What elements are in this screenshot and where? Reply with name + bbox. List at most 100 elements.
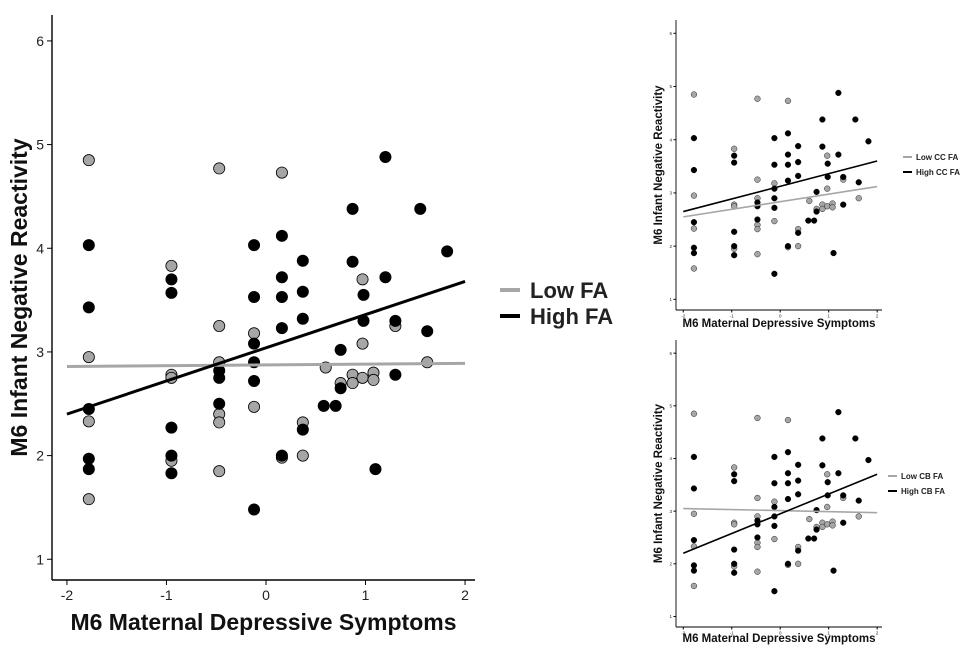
fit-line-low-fa [66,361,466,368]
data-point-high-cb-fa [754,534,761,541]
data-point-high-fa [213,397,226,410]
data-point-high-cc-fa [795,172,802,180]
data-point-low-fa [82,154,95,167]
y-tick-label: 2 [36,448,44,464]
data-point-high-fa [317,399,330,412]
data-point-high-cb-fa [784,495,792,503]
data-point-high-cc-fa [840,173,847,181]
y-tick-label: 4 [36,240,44,256]
data-point-high-cc-fa [784,161,792,168]
data-point-low-cb-fa [829,522,836,529]
y-tick-label: 5 [669,403,672,408]
data-point-high-cb-fa [795,461,802,468]
data-point-high-cb-fa [795,491,802,498]
data-point-high-cc-fa [771,135,778,142]
data-point-low-cc-fa [754,226,761,233]
data-point-low-fa [248,400,261,413]
y-tick-label: 1 [36,551,44,567]
data-point-low-cc-fa [771,180,778,187]
data-point-low-cc-fa [819,205,826,212]
data-point-low-cb-fa [690,410,698,417]
x-tick-label: -1 [730,314,734,319]
data-point-high-cc-fa [784,243,792,250]
data-point-high-cb-fa [731,560,738,567]
x-tick-label: 0 [262,587,270,603]
data-point-high-cc-fa [811,217,818,224]
data-point-low-cc-fa [824,185,831,192]
data-point-high-fa [213,371,226,384]
data-point-low-cb-fa [731,464,738,471]
fit-line-low-cb-fa [683,507,878,514]
data-point-high-fa [82,452,95,465]
y-tick-label: 4 [669,456,672,461]
data-point-high-fa [248,337,261,350]
data-point-low-cb-fa [784,416,792,424]
x-tick-label: -2 [681,631,685,636]
data-point-low-cc-fa [829,204,836,211]
data-point-high-cc-fa [835,151,842,158]
data-point-high-fa [82,239,95,252]
main-scatter-panel: 1 2 3 4 5 6 -2 -1 0 1 2 M6 Maternal Depressive Symp… [6,15,475,635]
data-point-high-fa [165,449,178,462]
data-point-high-cc-fa [835,89,842,96]
data-point-low-cc-fa [731,145,738,152]
data-point-high-cc-fa [784,177,792,184]
fit-line-high-cb-fa [682,473,878,555]
data-point-high-fa [165,421,178,434]
data-point-high-cb-fa [784,480,792,487]
data-point-high-cc-fa [819,116,826,123]
data-point-high-cb-fa [784,470,792,477]
data-point-high-fa [389,314,402,327]
data-point-low-cb-fa [824,471,831,478]
x-tick-label: 0 [779,631,782,636]
legend-label-low-fa: Low FA [530,278,608,303]
data-point-high-cc-fa [731,252,738,259]
data-point-low-fa [165,259,178,272]
data-point-high-cc-fa [865,138,872,145]
y-tick-label: 2 [669,561,672,566]
data-point-low-cb-fa [731,521,738,528]
data-point-high-cb-fa [795,547,802,554]
data-point-high-cc-fa [784,130,792,137]
data-point-high-cb-fa [835,409,842,416]
data-point-low-cb-fa [690,582,698,590]
legend-label-high-cc-fa: High CC FA [916,168,960,177]
data-point-high-fa [369,463,382,476]
data-point-high-fa [248,239,261,252]
data-point-high-cc-fa [824,160,831,167]
data-point-high-cc-fa [731,243,738,250]
data-point-high-fa [389,368,402,381]
y-tick-label: 6 [669,31,672,36]
x-tick-label: 1 [827,631,830,636]
data-point-high-fa [441,245,454,258]
data-point-high-fa [275,229,288,242]
y-tick-label: 4 [669,137,672,142]
data-point-low-cc-fa [690,225,698,232]
cb-legend: Low CB FA High CB FA [888,472,945,496]
data-point-high-cc-fa [855,179,862,186]
x-tick-label: -1 [730,631,734,636]
data-point-low-cc-fa [784,97,792,104]
data-point-high-fa [346,202,359,215]
y-tick-label: 5 [669,84,672,89]
data-point-high-fa [165,273,178,286]
data-point-low-cc-fa [690,265,698,272]
data-point-high-fa [275,322,288,335]
data-point-high-cc-fa [795,143,802,150]
x-tick-label: -2 [61,587,74,603]
data-point-high-cc-fa [731,228,738,235]
data-point-low-cc-fa [855,195,862,202]
fit-line-low-cc-fa [683,185,878,218]
x-axis-title: M6 Maternal Depressive Symptoms [682,318,875,330]
data-point-high-cc-fa [795,229,802,236]
data-point-high-cb-fa [813,526,820,533]
data-point-high-cc-fa [690,219,698,226]
y-tick-label: 3 [36,344,44,360]
y-tick-label: 6 [36,33,44,49]
data-point-high-cc-fa [813,188,820,195]
data-point-low-cb-fa [855,513,862,520]
data-point-low-fa [82,415,95,428]
data-point-high-fa [275,271,288,284]
